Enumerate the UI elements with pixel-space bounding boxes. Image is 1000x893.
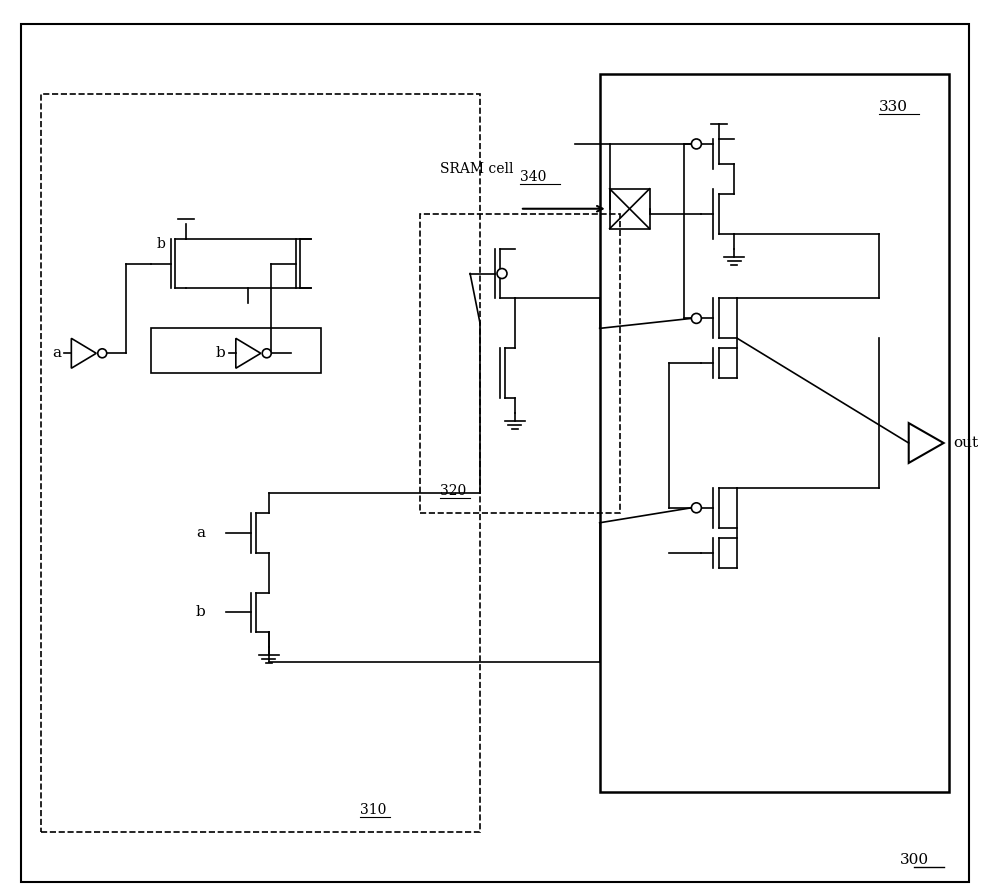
Text: SRAM cell: SRAM cell xyxy=(440,162,514,176)
Circle shape xyxy=(262,349,271,358)
Circle shape xyxy=(691,503,701,513)
Text: 310: 310 xyxy=(360,803,387,817)
Circle shape xyxy=(98,349,107,358)
Text: 300: 300 xyxy=(900,853,929,867)
Circle shape xyxy=(691,139,701,149)
Bar xyxy=(420,213,620,513)
Text: a: a xyxy=(52,346,61,360)
Bar xyxy=(610,188,650,229)
Bar xyxy=(41,94,480,831)
Text: 340: 340 xyxy=(520,170,546,184)
Text: 320: 320 xyxy=(440,484,466,497)
Circle shape xyxy=(497,269,507,279)
Text: a: a xyxy=(196,526,205,539)
Bar xyxy=(600,74,949,792)
Text: out: out xyxy=(954,436,979,450)
Circle shape xyxy=(691,313,701,323)
Text: 330: 330 xyxy=(879,100,908,114)
Text: b: b xyxy=(196,605,206,620)
Text: b: b xyxy=(157,237,165,251)
Bar xyxy=(151,329,321,373)
Text: b: b xyxy=(216,346,226,360)
